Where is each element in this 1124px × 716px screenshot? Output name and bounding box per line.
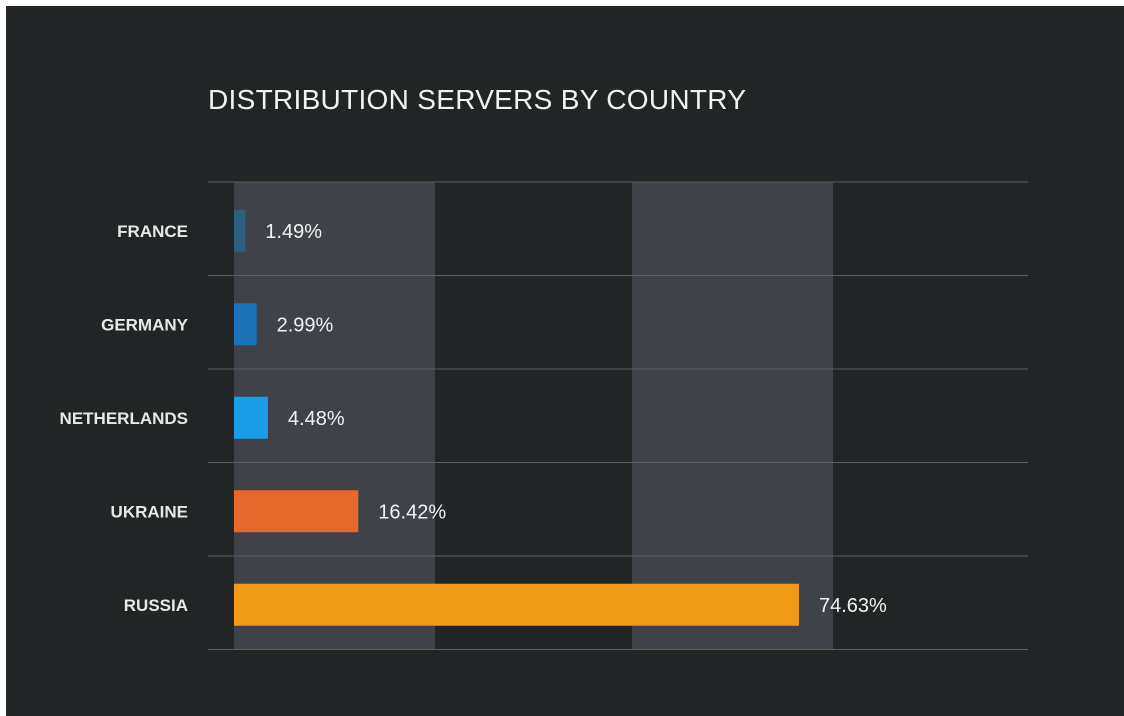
category-label-russia: RUSSIA	[124, 596, 188, 615]
chart-title: DISTRIBUTION SERVERS BY COUNTRY	[208, 84, 747, 115]
value-label-germany: 2.99%	[277, 314, 334, 336]
bar-ukraine	[234, 490, 359, 533]
bar-germany	[234, 303, 257, 346]
grid-band-2	[632, 182, 833, 650]
bar-netherlands	[234, 396, 268, 439]
category-label-germany: GERMANY	[101, 315, 189, 334]
category-label-france: FRANCE	[117, 222, 188, 241]
bar-france	[234, 209, 246, 252]
value-label-france: 1.49%	[265, 221, 322, 243]
value-label-netherlands: 4.48%	[288, 408, 345, 430]
category-label-ukraine: UKRAINE	[111, 502, 188, 521]
category-label-netherlands: NETHERLANDS	[60, 409, 188, 428]
bar-russia	[234, 583, 799, 626]
value-label-ukraine: 16.42%	[378, 501, 446, 523]
value-label-russia: 74.63%	[819, 595, 887, 617]
